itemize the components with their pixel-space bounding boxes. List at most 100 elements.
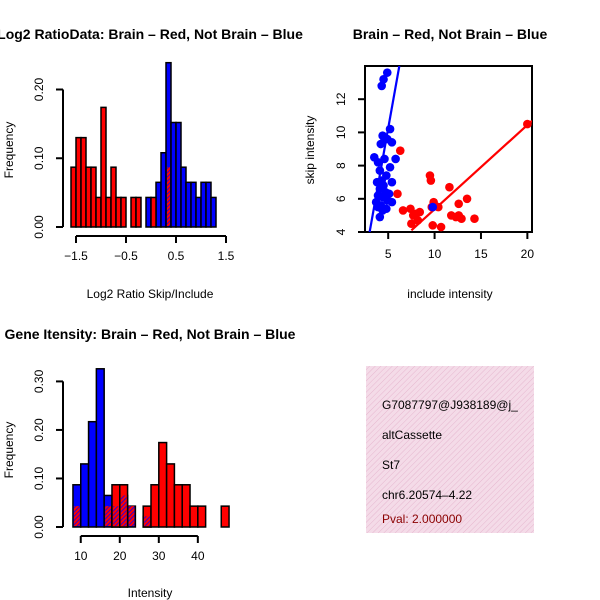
info-pvalue: Pval: 2.000000 <box>382 512 462 526</box>
brain-bar <box>150 196 157 228</box>
x-tick-label: 15 <box>474 247 488 261</box>
x-tick-label: 1.5 <box>218 249 235 263</box>
brain-point <box>457 214 466 224</box>
intensity-y-axis-label: Frequency <box>2 422 16 479</box>
not-brain-point <box>375 212 385 222</box>
y-tick-label: 0.00 <box>32 515 46 539</box>
not-brain-point <box>375 166 385 175</box>
intensity-histogram-panel: Gene Itensity: Brain – Red, Not Brain – … <box>2 326 296 600</box>
info-location: chr6.20574–4.22 <box>382 488 472 502</box>
y-tick-label: 12 <box>334 92 348 106</box>
scatter-axes: 5 10 15 20 4 6 8 10 12 <box>334 92 534 261</box>
not-brain-point <box>428 202 438 212</box>
ratio-chart-title: Log2 RatioData: Brain – Red, Not Brain –… <box>0 26 303 42</box>
brain-bar <box>165 463 176 528</box>
x-tick-label: 20 <box>521 247 535 261</box>
regression-line <box>410 119 532 232</box>
brain-bar <box>189 505 199 528</box>
brain-bar <box>120 196 127 228</box>
info-panel: G7087797@J938189@j_ altCassette St7 chr6… <box>366 366 534 533</box>
not-brain-point <box>391 154 400 164</box>
scatter-plot-frame <box>364 65 533 233</box>
brain-bar <box>181 484 191 528</box>
info-event-type: altCassette <box>382 428 442 442</box>
x-tick-label: 20 <box>113 549 127 563</box>
not-brain-point <box>379 74 388 84</box>
y-tick-label: 0.20 <box>32 418 46 442</box>
not-brain-point <box>376 139 386 149</box>
not-brain-point <box>385 162 395 172</box>
not-brain-point <box>382 68 392 77</box>
not-brain-point <box>384 189 394 199</box>
x-tick-label: 10 <box>428 247 442 261</box>
x-tick-label: 0.5 <box>168 249 185 263</box>
ratio-x-axis-label: Log2 Ratio Skip/Include <box>87 287 214 301</box>
ratio-axes: −1.5 −0.5 0.5 1.5 0.00 0.10 0.20 <box>32 77 235 263</box>
not-brain-point <box>380 154 389 164</box>
x-tick-label: 10 <box>74 549 88 563</box>
y-tick-label: 8 <box>334 162 348 169</box>
brain-point <box>454 199 464 209</box>
scatter-points <box>368 66 532 232</box>
overlap-bar <box>144 516 150 526</box>
not-brain-bar <box>87 420 98 528</box>
not-brain-point <box>373 157 383 167</box>
scatter-plot-area <box>368 66 532 232</box>
intensity-bars <box>72 368 230 528</box>
ratio-y-axis-label: Frequency <box>2 122 16 179</box>
brain-point <box>445 182 454 192</box>
y-tick-label: 10 <box>334 125 348 139</box>
not-brain-point <box>387 177 397 187</box>
brain-point <box>406 204 415 214</box>
brain-bar <box>100 106 107 228</box>
brain-point <box>395 146 405 155</box>
y-tick-label: 0.10 <box>32 466 46 490</box>
not-brain-point <box>385 124 395 134</box>
not-brain-point <box>378 206 387 215</box>
info-tissue: St7 <box>382 458 400 472</box>
overlap-bar <box>120 495 127 526</box>
brain-point <box>413 216 423 225</box>
not-brain-point <box>377 81 387 91</box>
y-tick-label: 0.20 <box>32 77 46 101</box>
brain-point <box>436 222 446 232</box>
brain-point <box>470 214 479 224</box>
intensity-x-axis-label: Intensity <box>128 586 173 600</box>
x-tick-label: −1.5 <box>64 249 88 263</box>
info-box-background <box>366 366 534 533</box>
brain-bar <box>197 505 207 528</box>
y-tick-label: 0.00 <box>32 215 46 239</box>
overlap-bar <box>105 506 111 526</box>
scatter-chart-title: Brain – Red, Not Brain – Blue <box>353 26 548 42</box>
y-tick-label: 0.10 <box>32 146 46 170</box>
brain-point <box>415 207 425 217</box>
overlap-bar <box>112 506 119 526</box>
overlap-bar <box>167 167 170 226</box>
brain-bar <box>220 505 230 528</box>
brain-point <box>462 194 472 204</box>
y-tick-label: 0.30 <box>32 369 46 393</box>
not-brain-point <box>387 138 397 147</box>
info-event-id: G7087797@J938189@j_ <box>382 398 518 412</box>
not-brain-bar <box>210 196 217 228</box>
brain-bar <box>158 441 168 528</box>
y-tick-label: 4 <box>334 228 348 235</box>
y-tick-label: 6 <box>334 195 348 202</box>
scatter-x-axis-label: include intensity <box>407 287 492 301</box>
not-brain-point <box>372 177 382 187</box>
brain-point <box>398 206 408 215</box>
brain-point <box>407 219 416 228</box>
scatter-panel: Brain – Red, Not Brain – Blue 5 10 15 20 4 6 8… <box>303 26 547 301</box>
x-tick-label: 40 <box>191 549 205 563</box>
scatter-y-axis-label: skip intensity <box>303 116 317 185</box>
x-tick-label: −0.5 <box>114 249 138 263</box>
ratio-histogram-panel: Log2 RatioData: Brain – Red, Not Brain –… <box>0 26 303 301</box>
brain-point <box>393 189 402 199</box>
overlap-bar <box>73 506 80 526</box>
not-brain-bar <box>95 368 105 528</box>
overlap-bar <box>128 506 135 526</box>
brain-bar <box>135 196 142 228</box>
not-brain-bar <box>80 463 90 528</box>
not-brain-point <box>387 197 397 207</box>
